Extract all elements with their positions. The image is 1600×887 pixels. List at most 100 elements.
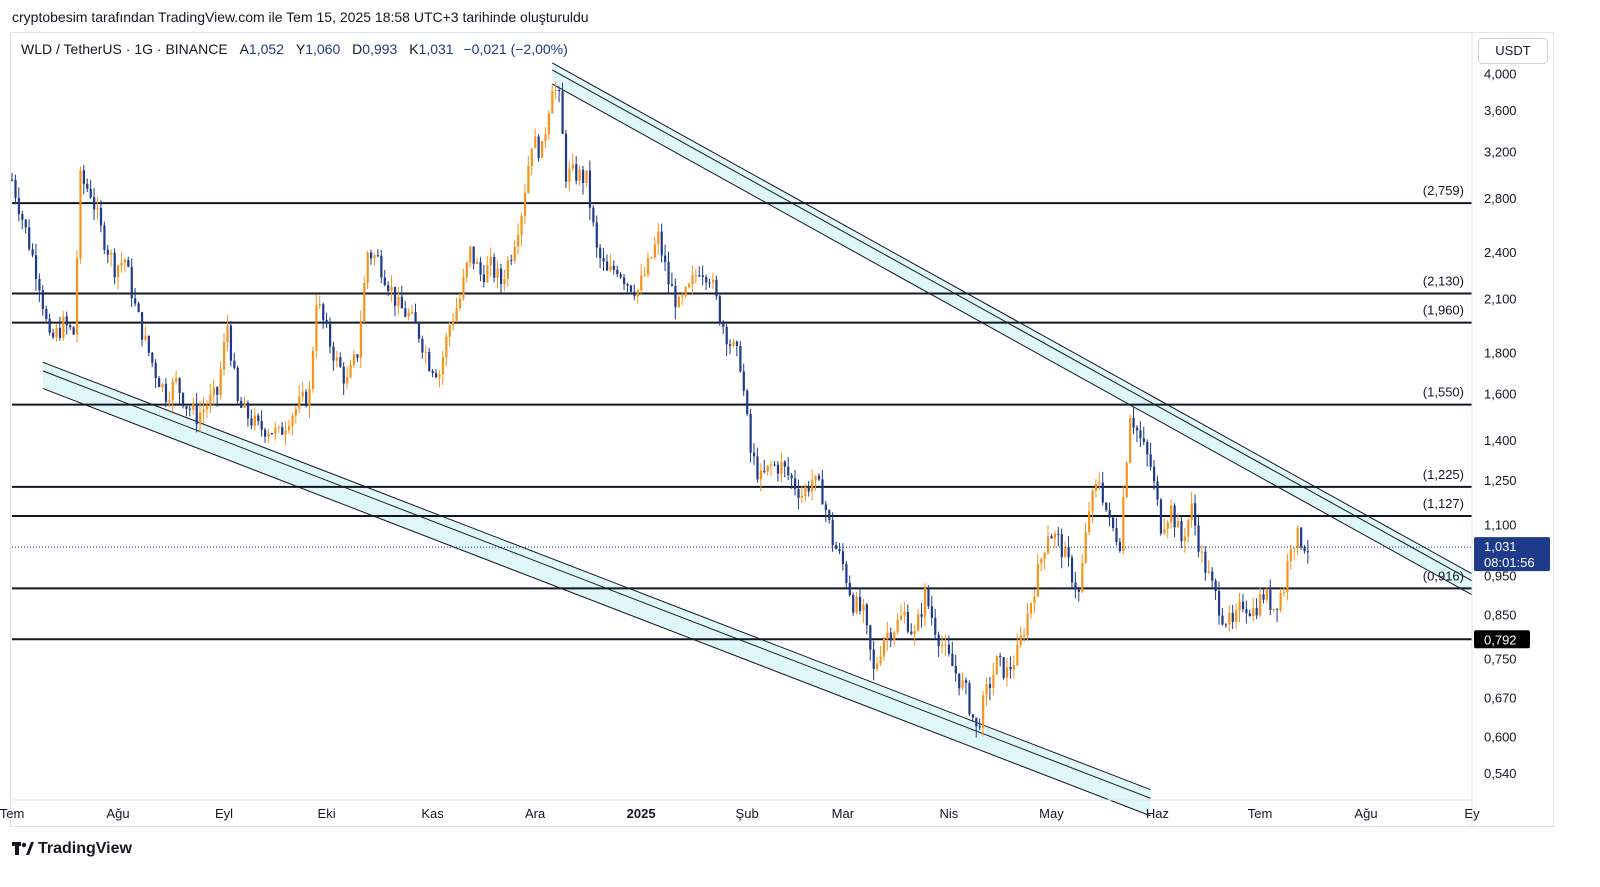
candle-body xyxy=(383,277,386,286)
candle-body xyxy=(657,231,660,245)
candle-body xyxy=(1142,438,1145,442)
candle-body xyxy=(38,278,41,291)
channel-mid-1 xyxy=(551,69,1473,582)
candle-body xyxy=(1235,610,1238,622)
candle-body xyxy=(205,406,209,410)
candle-body xyxy=(1064,546,1067,558)
candle-body xyxy=(1204,551,1207,573)
candle-body xyxy=(342,366,345,384)
y-tick-label: 0,950 xyxy=(1484,569,1517,584)
current-price-badge xyxy=(1474,537,1550,572)
candle-body xyxy=(1029,603,1033,614)
candle-body xyxy=(222,342,226,370)
candle-body xyxy=(493,257,496,278)
candle-body xyxy=(192,403,195,410)
candle-body xyxy=(1023,635,1026,637)
candle-body xyxy=(513,246,516,261)
y-tick-label: 0,600 xyxy=(1484,729,1517,744)
candle-body xyxy=(1101,482,1104,503)
candle-body xyxy=(858,596,862,612)
candle-body xyxy=(879,656,882,664)
candle-body xyxy=(164,383,168,402)
candle-body xyxy=(729,344,732,346)
candle-body xyxy=(684,287,687,296)
candle-body xyxy=(287,426,291,431)
candle-body xyxy=(780,461,783,474)
candle-body xyxy=(486,265,489,283)
candle-body xyxy=(872,649,875,669)
candle-body xyxy=(995,655,998,675)
candle-body xyxy=(144,335,147,340)
candle-body xyxy=(629,285,633,292)
candle-body xyxy=(544,134,547,141)
candle-body xyxy=(701,275,704,278)
y-tick-label: 0,750 xyxy=(1484,651,1517,666)
candle-body xyxy=(496,268,499,278)
level-label-5: (1,127) xyxy=(1423,496,1464,511)
candle-body xyxy=(831,519,834,546)
candle-body xyxy=(14,179,17,198)
currency-unit-button[interactable]: USDT xyxy=(1478,38,1548,64)
candle-body xyxy=(308,388,311,407)
candle-body xyxy=(387,285,390,291)
candle-body xyxy=(301,391,304,397)
low-value: 0,993 xyxy=(362,41,398,57)
candle-body xyxy=(609,265,612,271)
candle-body xyxy=(147,335,150,353)
channel-mid-0 xyxy=(42,370,1151,799)
candle-body xyxy=(233,360,236,368)
candle-body xyxy=(79,170,82,259)
open-value: 1,052 xyxy=(248,41,284,57)
candle-body xyxy=(1026,613,1029,636)
candle-body xyxy=(380,255,383,278)
candle-body xyxy=(800,496,804,498)
candle-body xyxy=(11,179,14,181)
candle-body xyxy=(315,305,318,351)
candle-body xyxy=(1074,582,1077,590)
candle-body xyxy=(824,504,827,511)
candle-body xyxy=(1241,601,1245,610)
candle-body xyxy=(28,227,31,250)
candle-body xyxy=(575,164,578,181)
candle-body xyxy=(903,611,906,616)
candle-body xyxy=(927,587,930,607)
candle-body xyxy=(359,322,362,358)
x-tick-label: Şub xyxy=(736,806,759,821)
candle-body xyxy=(1070,557,1074,583)
y-tick-label: 3,600 xyxy=(1484,103,1517,118)
candle-body xyxy=(1098,482,1101,485)
x-tick-label: Haz xyxy=(1146,806,1169,821)
candle-body xyxy=(793,478,797,489)
candle-body xyxy=(869,625,872,650)
candle-body xyxy=(424,351,427,353)
candle-body xyxy=(688,284,691,288)
candle-body xyxy=(783,461,786,467)
candle-body xyxy=(311,350,315,389)
candle-body xyxy=(226,325,229,343)
candle-body xyxy=(17,197,21,215)
candle-body xyxy=(448,325,451,337)
candle-body xyxy=(1036,563,1039,597)
tradingview-logo-icon xyxy=(12,841,34,855)
candle-body xyxy=(626,284,629,286)
candle-body xyxy=(1259,594,1262,616)
brand-text: TradingView xyxy=(38,840,132,857)
candle-body xyxy=(828,510,831,520)
candle-body xyxy=(503,279,506,285)
candle-body xyxy=(694,275,698,277)
y-tick-label: 1,250 xyxy=(1484,473,1517,488)
chart-credit: cryptobesim tarafından TradingView.com i… xyxy=(12,9,589,25)
candle-body xyxy=(674,286,677,308)
candle-body xyxy=(1002,657,1005,678)
x-tick-label: Eki xyxy=(318,806,336,821)
candle-body xyxy=(1296,527,1299,548)
candle-body xyxy=(985,684,988,696)
candle-body xyxy=(1019,635,1022,645)
candle-body xyxy=(393,286,397,306)
candle-body xyxy=(746,390,749,414)
candle-body xyxy=(236,367,239,401)
candle-body xyxy=(219,369,222,395)
candle-body xyxy=(127,259,130,267)
candle-body xyxy=(339,357,342,367)
